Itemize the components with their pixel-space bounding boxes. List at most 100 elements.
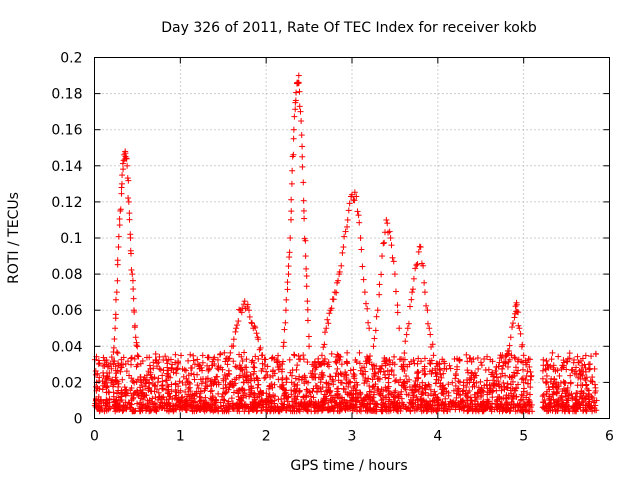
data-point-background <box>556 372 563 379</box>
data-point-background <box>275 352 282 359</box>
data-point-background <box>146 362 153 369</box>
y-tick-label: 0.1 <box>60 231 82 247</box>
data-point-background <box>321 355 328 362</box>
data-point-background <box>142 383 149 390</box>
data-point-background <box>290 351 297 358</box>
data-point-background <box>539 367 546 374</box>
data-point-background <box>344 349 351 356</box>
data-point-peak-3.0h <box>360 276 367 283</box>
data-point-peak-2.35h <box>300 207 307 214</box>
data-point-background <box>477 378 484 385</box>
y-tick-label: 0.18 <box>51 87 82 103</box>
data-point-peak-3.4h <box>385 229 392 236</box>
data-point-background <box>347 367 354 374</box>
data-point-background <box>134 400 141 407</box>
data-point-background <box>143 392 150 399</box>
data-point-background <box>413 393 420 400</box>
data-point-background <box>214 404 221 411</box>
data-point-background <box>198 380 205 387</box>
data-point-background <box>519 375 526 382</box>
data-point-peak-1.7h <box>230 336 237 343</box>
data-point-background <box>455 378 462 385</box>
data-point-background <box>454 386 461 393</box>
data-point-peak-1.7h <box>230 342 237 349</box>
data-point-peak-0.35h <box>119 172 126 179</box>
data-point-background <box>567 379 574 386</box>
data-point-background <box>279 382 286 389</box>
data-point-background <box>575 359 582 366</box>
data-point-background <box>334 365 341 372</box>
data-point-background <box>133 363 140 370</box>
data-point-background <box>567 372 574 379</box>
data-point-background <box>524 368 531 375</box>
data-point-peak-1.7h <box>234 322 241 329</box>
data-point-peak-2.35h <box>287 235 294 241</box>
data-point-peak-0.35h <box>130 286 137 293</box>
data-point-background <box>172 386 179 393</box>
data-point-background <box>452 382 459 389</box>
data-point-background <box>489 369 496 376</box>
data-point-background <box>148 407 155 414</box>
data-point-background <box>117 398 124 405</box>
data-point-background <box>508 374 515 381</box>
data-point-background <box>414 368 421 375</box>
data-point-peak-3.0h <box>342 228 349 235</box>
data-point-peak-3.0h <box>345 207 352 214</box>
data-point-background <box>456 406 463 413</box>
data-point-background <box>228 395 235 402</box>
data-point-background <box>206 365 213 372</box>
data-point-background <box>454 363 461 370</box>
data-point-peak-2.35h <box>289 167 296 174</box>
data-point-background <box>463 393 470 400</box>
data-point-background <box>319 374 326 381</box>
data-point-background <box>502 395 509 402</box>
data-point-background <box>199 359 206 366</box>
data-point-background <box>540 391 547 398</box>
data-point-background <box>474 355 481 362</box>
data-point-background <box>119 391 126 398</box>
data-point-background <box>317 361 324 368</box>
data-point-peak-0.35h <box>127 250 134 257</box>
data-point-peak-3.4h <box>380 240 387 247</box>
data-point-background <box>231 376 238 383</box>
data-point-peak-0.35h <box>126 216 133 223</box>
data-point-background <box>309 361 316 368</box>
data-point-background <box>239 357 246 364</box>
data-point-background <box>366 359 373 366</box>
data-point-background <box>304 359 311 366</box>
data-point-peak-2.35h <box>290 126 297 133</box>
data-point-background <box>527 368 534 375</box>
data-point-background <box>357 390 364 397</box>
data-point-background <box>403 373 410 380</box>
data-point-background <box>159 372 166 379</box>
data-point-peak-3.4h <box>370 343 377 350</box>
data-point-peak-3.4h <box>392 288 399 295</box>
data-point-background <box>145 379 152 386</box>
data-point-background <box>99 378 106 385</box>
data-point-peak-0.35h <box>116 222 123 229</box>
data-point-background <box>549 349 556 356</box>
data-point-background <box>548 356 555 363</box>
data-point-peak-2.35h <box>306 343 313 350</box>
data-point-background <box>385 383 392 390</box>
data-point-background <box>433 373 440 380</box>
data-point-background <box>442 400 449 407</box>
data-point-peak-0.35h <box>127 235 134 241</box>
data-point-peak-3.8h <box>424 307 431 314</box>
data-point-background <box>268 355 275 362</box>
data-point-peak-3.0h <box>344 223 351 230</box>
data-point-background <box>415 355 422 362</box>
data-point-background <box>159 385 166 392</box>
data-point-background <box>475 365 482 372</box>
data-point-background <box>562 408 569 415</box>
data-point-background <box>455 385 462 392</box>
data-point-background <box>160 356 167 363</box>
data-point-background <box>275 376 282 383</box>
data-point-peak-3.8h <box>427 331 434 338</box>
data-point-background <box>250 406 257 413</box>
data-point-peak-2.35h <box>287 216 294 223</box>
data-point-background <box>568 367 575 374</box>
data-point-background <box>441 401 448 408</box>
data-point-peak-2.35h <box>303 273 310 280</box>
data-point-background <box>460 387 467 394</box>
